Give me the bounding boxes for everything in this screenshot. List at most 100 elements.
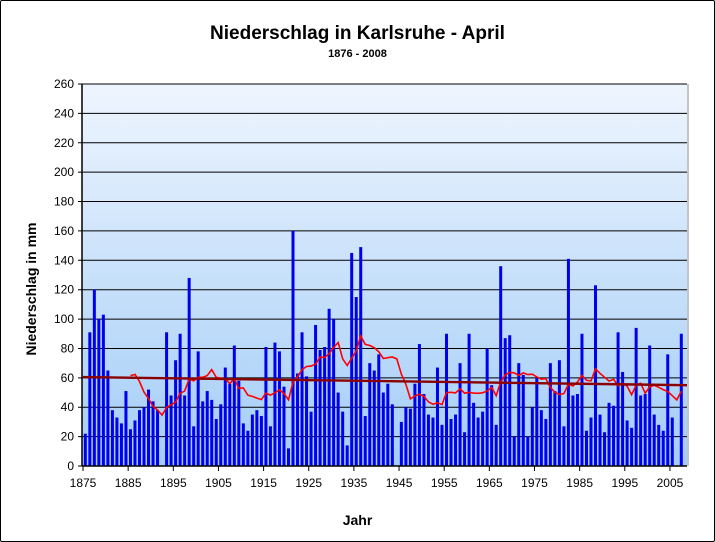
y-tick-label: 80 <box>61 341 75 355</box>
bar <box>241 423 245 466</box>
bar <box>372 370 376 466</box>
x-tick-label: 1965 <box>476 476 503 490</box>
bar <box>598 414 602 466</box>
y-tick-label: 20 <box>61 430 75 444</box>
x-tick-label: 1935 <box>341 476 368 490</box>
bar <box>174 360 178 466</box>
y-tick-label: 160 <box>54 224 74 238</box>
bar <box>119 423 123 466</box>
bar <box>282 386 286 466</box>
bar <box>472 402 476 466</box>
bar <box>101 314 105 466</box>
bar <box>463 432 467 466</box>
y-tick-label: 140 <box>54 253 74 267</box>
bar <box>657 424 661 466</box>
bar <box>512 436 516 466</box>
bar <box>291 230 295 466</box>
bar <box>449 418 453 466</box>
bar <box>481 411 485 466</box>
bar <box>250 414 254 466</box>
chart-title: Niederschlag in Karlsruhe - April <box>210 23 505 44</box>
bar <box>454 414 458 466</box>
bar <box>630 427 634 466</box>
bar <box>147 389 151 466</box>
bar <box>526 436 530 466</box>
bar <box>214 418 218 466</box>
bar <box>422 394 426 466</box>
bar <box>508 335 512 466</box>
bar <box>571 395 575 466</box>
bar <box>97 319 101 466</box>
bar <box>305 376 309 466</box>
bar <box>634 327 638 466</box>
x-tick-label: 1995 <box>611 476 638 490</box>
bar <box>286 448 290 466</box>
bar <box>575 394 579 466</box>
bar <box>521 374 525 466</box>
y-tick-label: 260 <box>54 77 74 91</box>
bar <box>273 342 277 466</box>
bar <box>661 430 665 466</box>
bar <box>165 332 169 466</box>
bar <box>390 404 394 466</box>
bar <box>128 429 132 466</box>
bar <box>327 308 331 466</box>
x-tick-label: 1925 <box>295 476 322 490</box>
x-tick-label: 1975 <box>521 476 548 490</box>
bar <box>621 371 625 466</box>
bar <box>553 391 557 466</box>
bar <box>246 430 250 466</box>
bar <box>268 426 272 466</box>
bar <box>345 445 349 466</box>
x-tick-label: 1955 <box>431 476 458 490</box>
y-tick-label: 100 <box>54 312 74 326</box>
x-tick-label: 1895 <box>160 476 187 490</box>
bar <box>535 377 539 466</box>
bar <box>670 417 674 466</box>
bar <box>458 363 462 466</box>
bar <box>440 424 444 466</box>
bar <box>228 383 232 466</box>
bar <box>679 333 683 466</box>
bar <box>137 410 141 466</box>
bar <box>300 332 304 466</box>
bar <box>490 385 494 466</box>
bar <box>142 407 146 466</box>
bar <box>196 351 200 466</box>
x-tick-label: 1985 <box>566 476 593 490</box>
y-tick-label: 220 <box>54 136 74 150</box>
bar <box>151 401 155 466</box>
bar <box>386 383 390 466</box>
bar <box>223 367 227 466</box>
bar <box>133 420 137 466</box>
bar <box>566 258 570 466</box>
bar <box>110 410 114 466</box>
bar <box>88 332 92 466</box>
bar <box>368 363 372 466</box>
bar <box>417 344 421 466</box>
bar <box>381 392 385 466</box>
bar <box>156 410 160 466</box>
bar <box>332 319 336 466</box>
bar <box>404 407 408 466</box>
bar <box>314 324 318 466</box>
bar <box>476 417 480 466</box>
bar <box>318 349 322 466</box>
bar <box>237 380 241 466</box>
bar <box>616 332 620 466</box>
bar <box>296 373 300 466</box>
bar <box>219 404 223 466</box>
x-tick-label: 1945 <box>386 476 413 490</box>
x-tick-label: 1885 <box>115 476 142 490</box>
bar <box>643 394 647 466</box>
bar <box>607 402 611 466</box>
bar <box>377 354 381 466</box>
bar <box>494 424 498 466</box>
bar <box>192 426 196 466</box>
trend-line <box>82 375 688 387</box>
bar <box>323 346 327 466</box>
bar <box>435 367 439 466</box>
bar <box>467 333 471 466</box>
bar <box>169 395 173 466</box>
bar <box>255 410 259 466</box>
